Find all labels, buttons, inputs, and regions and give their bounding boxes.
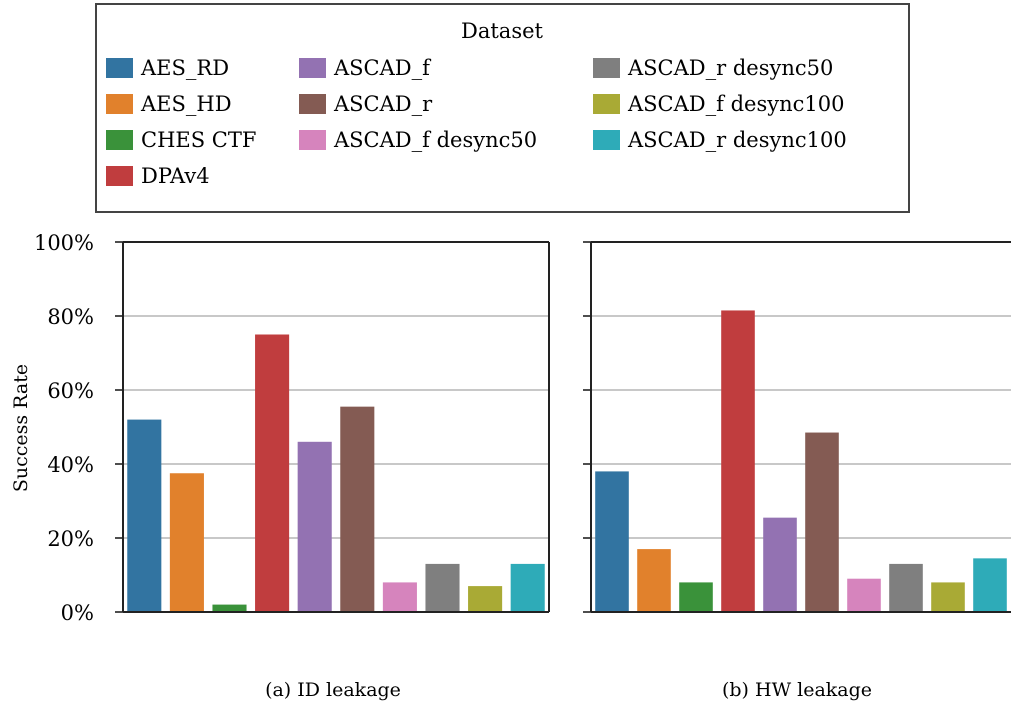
bar	[510, 563, 545, 612]
legend-label: ASCAD_f	[333, 56, 432, 80]
legend-swatch	[106, 94, 133, 114]
bar	[340, 406, 375, 612]
bar	[468, 586, 503, 612]
y-tick-label: 0%	[61, 601, 94, 625]
bar	[805, 432, 839, 612]
y-tick-label: 40%	[47, 453, 94, 477]
legend-label: CHES CTF	[141, 128, 256, 152]
y-axis-label: Success Rate	[10, 364, 32, 492]
bar	[297, 441, 332, 612]
bar	[127, 419, 162, 612]
legend-swatch	[593, 94, 620, 114]
bar	[255, 334, 290, 612]
legend-label: ASCAD_r	[333, 92, 433, 116]
legend-swatch	[299, 94, 326, 114]
gridlines	[591, 315, 1011, 539]
legend-title: Dataset	[461, 19, 544, 43]
legend-swatch	[593, 130, 620, 150]
axes-frame	[583, 241, 1011, 613]
bar	[847, 578, 881, 612]
legend-label: ASCAD_r desync50	[627, 56, 833, 80]
legend-swatch	[593, 58, 620, 78]
legend-label: ASCAD_r desync100	[627, 128, 847, 152]
y-tick-label: 20%	[47, 527, 94, 551]
bar	[679, 582, 713, 612]
legend-box	[95, 3, 910, 213]
bar	[382, 582, 417, 612]
bar	[169, 473, 204, 612]
bar	[973, 558, 1007, 612]
bar	[931, 582, 965, 612]
y-tick-labels: 0% 20% 40% 60% 80% 100%	[34, 231, 94, 625]
y-tick-label: 60%	[47, 379, 94, 403]
bar	[425, 563, 460, 612]
legend-swatch	[299, 58, 326, 78]
legend-swatch	[106, 166, 133, 186]
legend-label: ASCAD_f desync100	[627, 92, 844, 116]
axes-frame	[115, 241, 550, 613]
bar	[637, 549, 671, 612]
panel-id-leakage: (a) ID leakage	[115, 241, 550, 701]
bars	[595, 310, 1007, 612]
legend-label: DPAv4	[141, 164, 210, 188]
legend-swatch	[299, 130, 326, 150]
legend-swatch	[106, 58, 133, 78]
legend-entries: AES_RD AES_HD CHES CTF DPAv4 ASCAD_f ASCAD_r A…	[106, 56, 847, 188]
bar	[212, 604, 247, 612]
bar	[721, 310, 755, 612]
panel-caption: (b) HW leakage	[722, 679, 872, 701]
y-tick-label: 80%	[47, 305, 94, 329]
legend-label: ASCAD_f desync50	[333, 128, 537, 152]
legend: Dataset AES_RD AES_HD CHES CTF DPAv4 ASCAD_f…	[95, 3, 910, 213]
bars	[127, 334, 545, 612]
y-tick-label: 100%	[34, 231, 94, 255]
bar	[889, 563, 923, 612]
bar	[763, 517, 797, 612]
legend-label: AES_RD	[140, 56, 229, 80]
panel-hw-leakage: (b) HW leakage	[583, 241, 1011, 701]
bar	[595, 471, 629, 612]
legend-label: AES_HD	[140, 92, 232, 116]
legend-swatch	[106, 130, 133, 150]
panel-caption: (a) ID leakage	[265, 679, 401, 701]
